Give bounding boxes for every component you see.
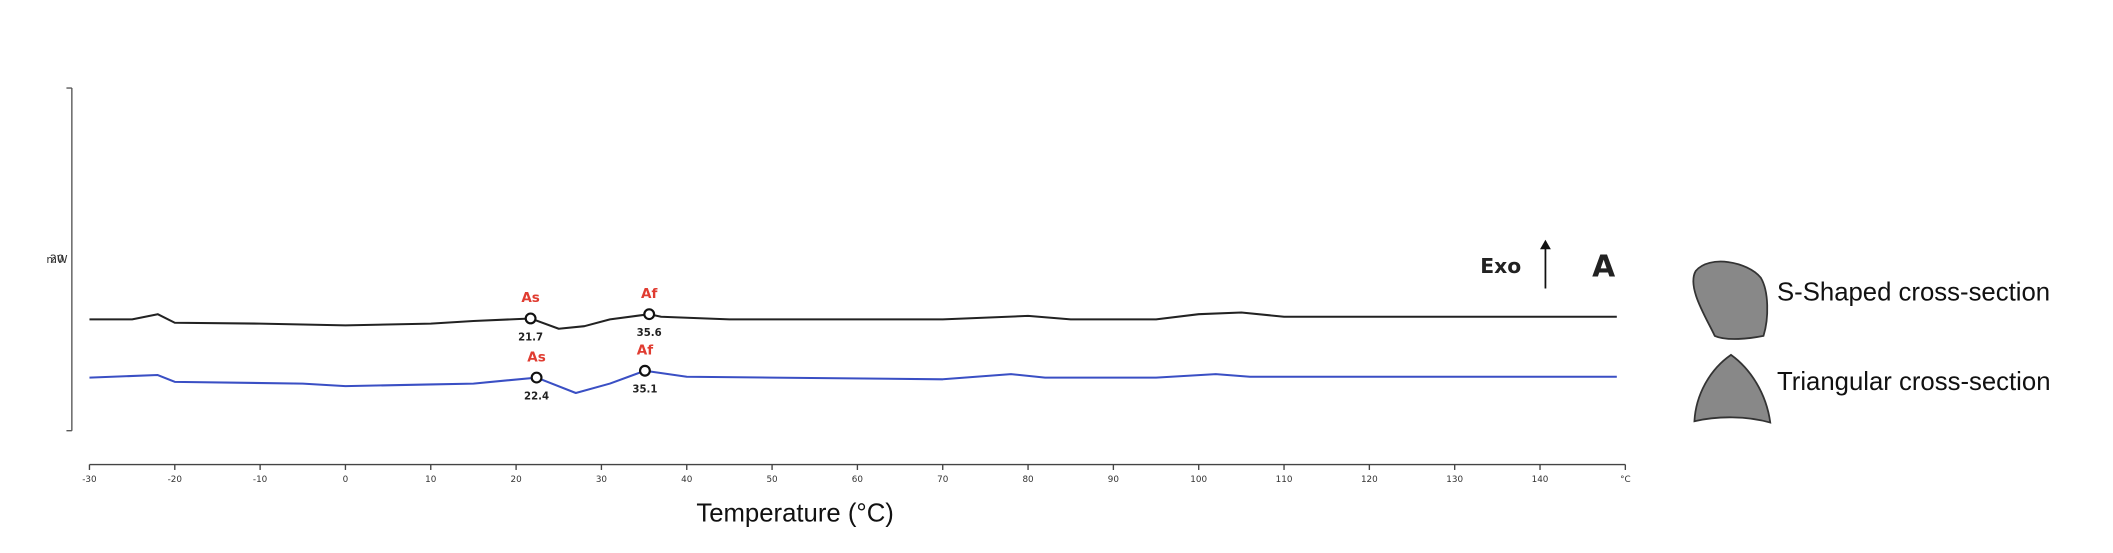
x-tick-label: -30 <box>82 475 97 485</box>
x-tick-label: 90 <box>1108 475 1120 485</box>
transition-label: As <box>521 290 540 306</box>
x-tick-label: °C <box>1620 475 1631 485</box>
transition-marker <box>638 364 651 377</box>
transition-label: Af <box>637 342 653 358</box>
exo-arrowhead <box>1540 239 1551 250</box>
x-tick-label: 60 <box>852 475 864 485</box>
x-tick-label: 30 <box>596 475 608 485</box>
x-tick-label: 130 <box>1446 475 1463 485</box>
transition-marker <box>530 371 543 384</box>
panel-label: A <box>1592 250 1615 285</box>
transition-value: 22.4 <box>524 392 549 403</box>
transition-marker <box>524 312 537 325</box>
x-tick-label: -10 <box>253 475 268 485</box>
x-tick-label: 110 <box>1276 475 1293 485</box>
x-tick-label: -20 <box>168 475 183 485</box>
x-tick-label: 100 <box>1190 475 1207 485</box>
x-tick-label: 20 <box>510 475 522 485</box>
transition-value: 35.6 <box>637 328 662 339</box>
transition-value: 35.1 <box>632 385 657 396</box>
x-tick-label: 80 <box>1022 475 1034 485</box>
transition-value: 21.7 <box>518 332 543 343</box>
transition-label: As <box>527 349 546 365</box>
x-tick-label: 0 <box>343 475 349 485</box>
series-line <box>89 311 1617 330</box>
x-tick-label: 50 <box>766 475 778 485</box>
y-unit: mW <box>46 253 68 266</box>
y-tick-label: 20 <box>50 252 64 265</box>
legend-label: Triangular cross-section <box>1777 368 2050 396</box>
direction-label: Exo <box>1480 254 1521 278</box>
x-tick-label: 10 <box>425 475 437 485</box>
transition-marker <box>643 308 656 321</box>
series-line <box>89 369 1617 395</box>
x-axis-title: Temperature (°C) <box>696 499 894 527</box>
triangle-icon <box>1693 353 1772 424</box>
legend-label: S-Shaped cross-section <box>1777 279 2050 307</box>
x-tick-label: 140 <box>1532 475 1549 485</box>
x-tick-label: 120 <box>1361 475 1378 485</box>
transition-label: Af <box>641 286 657 302</box>
x-tick-label: 40 <box>681 475 693 485</box>
s-shape-icon <box>1692 260 1769 340</box>
x-tick-label: 70 <box>937 475 949 485</box>
